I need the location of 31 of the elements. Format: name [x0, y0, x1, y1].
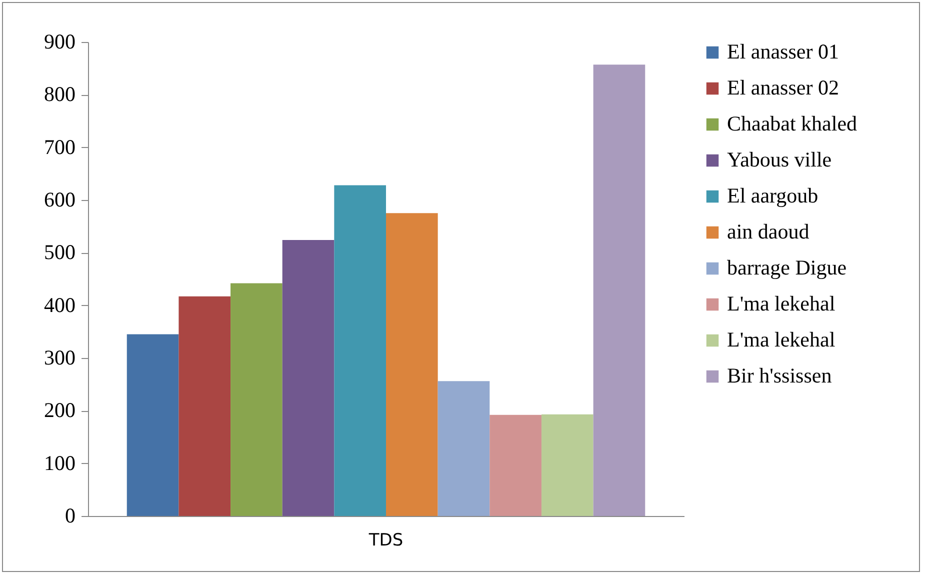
legend-label: barrage Digue — [727, 256, 847, 280]
legend-label: El anasser 01 — [727, 40, 839, 64]
bar — [230, 283, 282, 516]
bar — [386, 213, 438, 516]
bar — [282, 240, 334, 516]
bar — [593, 64, 646, 516]
y-tick-label: 700 — [44, 134, 76, 159]
y-tick-label: 0 — [65, 504, 76, 528]
legend-label: Chaabat khaled — [727, 112, 858, 136]
bar — [126, 334, 179, 516]
bar — [178, 296, 231, 516]
legend-label: L'ma lekehal — [727, 292, 836, 316]
y-tick-label: 600 — [44, 188, 76, 212]
bar — [438, 381, 490, 516]
bar — [334, 185, 386, 516]
legend-label: Yabous ville — [727, 148, 832, 172]
y-tick-label: 500 — [44, 240, 76, 264]
y-tick-label: 400 — [44, 292, 76, 317]
x-tick-label: TDS — [368, 530, 404, 550]
y-tick-label: 800 — [44, 82, 76, 106]
legend-label: El aargoub — [727, 184, 818, 208]
bar — [541, 414, 594, 516]
legend-label: L'ma lekehal — [727, 328, 836, 352]
legend-label: El anasser 02 — [727, 76, 839, 100]
y-tick-label: 900 — [44, 30, 76, 54]
y-tick-label: 200 — [44, 398, 76, 422]
legend-label: ain daoud — [727, 220, 810, 244]
y-tick-label: 300 — [44, 346, 76, 370]
bar — [490, 414, 542, 516]
y-tick-label: 100 — [44, 450, 76, 475]
legend-label: Bir h'ssissen — [727, 364, 832, 388]
